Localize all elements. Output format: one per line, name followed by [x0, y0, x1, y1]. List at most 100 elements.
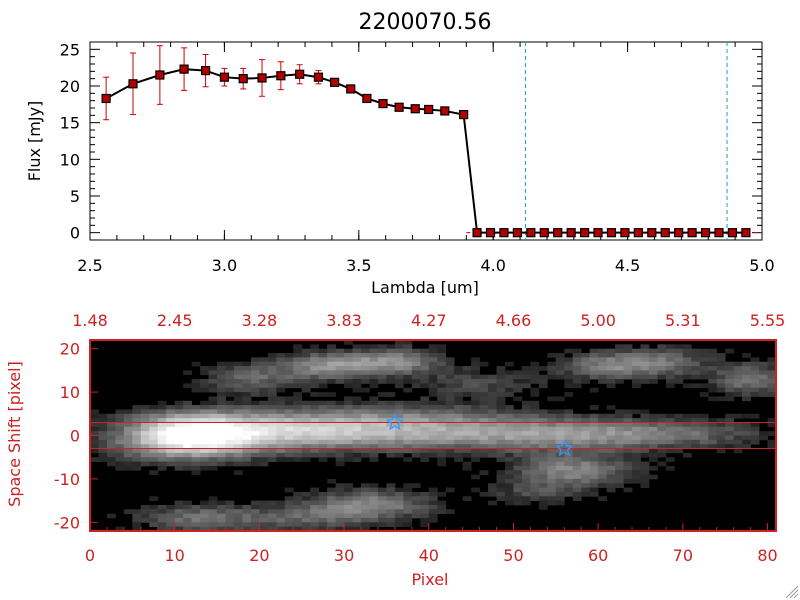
heatmap-cell	[437, 366, 447, 371]
heatmap-cell	[767, 431, 777, 436]
heatmap-cell	[217, 374, 226, 380]
heatmap-cell	[657, 413, 667, 419]
heatmap-cell	[428, 487, 438, 493]
heatmap-cell	[217, 452, 226, 458]
heatmap-cell	[513, 470, 523, 475]
heatmap-cell	[564, 422, 574, 428]
heatmap-cell	[174, 405, 184, 410]
heatmap-cell	[521, 370, 531, 376]
heatmap-cell	[640, 361, 650, 367]
heatmap-cell	[496, 400, 506, 406]
heatmap-cell	[403, 513, 413, 519]
heatmap-cell	[657, 448, 667, 454]
heatmap-cell	[496, 396, 506, 402]
heatmap-cell	[377, 353, 387, 358]
heatmap-cell	[411, 509, 421, 515]
heatmap-cell	[521, 470, 531, 475]
heatmap-cell	[521, 400, 531, 406]
heatmap-cell	[479, 491, 489, 497]
heatmap-cell	[225, 457, 235, 462]
heatmap-cell	[708, 348, 718, 354]
heatmap-cell	[606, 478, 616, 484]
heatmap-cell	[233, 513, 243, 519]
heatmap-cell	[301, 513, 311, 519]
heatmap-cell	[191, 405, 201, 410]
heatmap-cell	[411, 496, 421, 502]
heatmap-cell	[217, 461, 226, 467]
heatmap-cell	[606, 448, 616, 454]
heatmap-cell	[496, 470, 506, 475]
heatmap-cell	[428, 374, 438, 380]
heatmap-cell	[123, 465, 133, 471]
heatmap-cell	[623, 461, 633, 467]
heatmap-cell	[521, 444, 531, 449]
heatmap-cell	[640, 431, 650, 436]
heatmap-cell	[437, 509, 447, 515]
heatmap-cell	[361, 526, 370, 532]
heatmap-cell	[174, 400, 184, 406]
heatmap-cell	[335, 418, 345, 423]
heatmap-cell	[200, 387, 209, 393]
heatmap-cell	[420, 418, 430, 423]
heatmap-cell	[174, 448, 184, 454]
heatmap-cell	[606, 444, 616, 449]
heatmap-cell	[318, 353, 328, 358]
heatmap-cell	[132, 405, 142, 410]
heatmap-cell	[411, 483, 421, 488]
heatmap-cell	[504, 478, 514, 484]
heatmap-cell	[572, 426, 582, 432]
heatmap-cell	[208, 396, 218, 402]
heatmap-cell	[581, 483, 591, 488]
heatmap-cell	[344, 487, 353, 493]
heatmap-cell	[691, 357, 701, 363]
heatmap-cell	[598, 444, 608, 449]
heatmap-cell	[742, 426, 751, 432]
heatmap-cell	[530, 413, 540, 419]
resize-grip-icon[interactable]	[785, 585, 799, 599]
heatmap-cell	[293, 448, 303, 454]
heatmap-cell	[564, 470, 574, 475]
x-tick-label: 4.5	[615, 256, 640, 275]
heatmap-cell	[344, 409, 353, 415]
heatmap-cell	[394, 405, 404, 410]
heatmap-cell	[682, 422, 692, 428]
heatmap-cell	[361, 439, 370, 445]
heatmap-cell	[725, 439, 735, 445]
heatmap-cell	[530, 374, 540, 380]
heatmap-cell	[665, 357, 675, 363]
x-tick-label: 5.0	[749, 256, 774, 275]
heatmap-cell	[437, 426, 447, 432]
heatmap-cell	[310, 448, 320, 454]
data-point	[378, 98, 388, 109]
heatmap-cell	[716, 357, 726, 363]
heatmap-cell	[301, 413, 311, 419]
heatmap-cell	[293, 370, 303, 376]
heatmap-cell	[403, 357, 413, 363]
heatmap-cell	[538, 461, 548, 467]
heatmap-cell	[496, 435, 506, 441]
heatmap-cell	[581, 422, 591, 428]
heatmap-cell	[471, 387, 480, 393]
heatmap-cell	[445, 413, 455, 419]
heatmap-cell	[555, 422, 565, 428]
heatmap-cell	[293, 452, 303, 458]
spectrum-line	[105, 68, 746, 234]
heatmap-cell	[682, 361, 692, 367]
heatmap-cell	[691, 431, 701, 436]
heatmap-cell	[657, 431, 667, 436]
heatmap-cell	[615, 435, 624, 441]
heatmap-cell	[471, 431, 480, 436]
heatmap-cell	[233, 383, 243, 389]
heatmap-cell	[708, 431, 718, 436]
heatmap-cell	[615, 409, 624, 415]
heatmap-cell	[233, 426, 243, 432]
heatmap-cell	[640, 439, 650, 445]
heatmap-cell	[267, 457, 277, 462]
heatmap-cell	[462, 413, 472, 419]
heatmap-cell	[250, 431, 260, 436]
heatmap-cell	[428, 500, 438, 506]
heatmap-cell	[682, 370, 692, 376]
heatmap-cell	[623, 487, 633, 493]
heatmap-cell	[598, 452, 608, 458]
heatmap-cell	[454, 457, 464, 462]
